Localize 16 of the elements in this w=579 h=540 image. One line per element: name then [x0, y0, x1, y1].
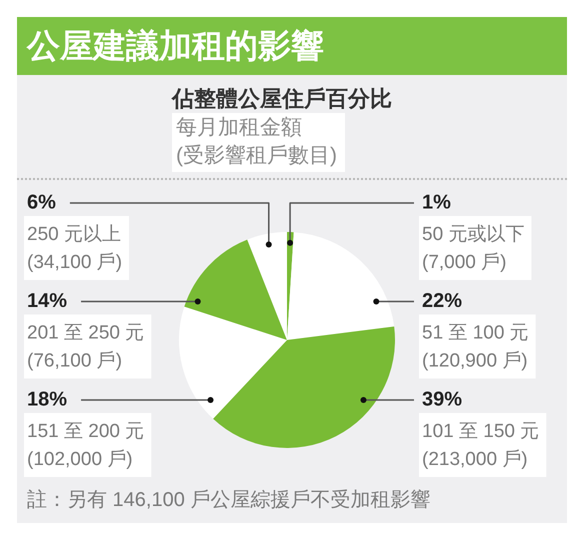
slice-label: 201 至 250 元 (76,100 戶): [27, 322, 144, 372]
text: 每月加租金額 (受影響租戶數目): [172, 113, 345, 172]
data-label: 14%: [27, 290, 68, 312]
data-label: 18%: [27, 388, 68, 411]
chart-subtitle: 佔整體公屋住戶百分比: [172, 86, 392, 112]
data-label: 1%: [422, 192, 452, 214]
chart-title: 公屋建議加租的影響: [27, 26, 324, 66]
slice-label: 50 元或以下 (7,000 戶): [422, 224, 524, 274]
slice-label: 101 至 150 元 (213,000 戶): [422, 421, 540, 470]
data-label: 39%: [422, 388, 462, 411]
text: 註：另有 146,100 戶公屋綜援戶不受加租影響: [27, 488, 430, 513]
slice-label: 151 至 200 元 (102,000 戶): [27, 421, 144, 470]
slice-label: 250 元以上 (34,100 戶): [27, 224, 122, 274]
data-label: 22%: [422, 290, 462, 312]
data-label: 6%: [27, 192, 56, 214]
slice-label: 51 至 100 元 (120,900 戶): [422, 322, 529, 372]
